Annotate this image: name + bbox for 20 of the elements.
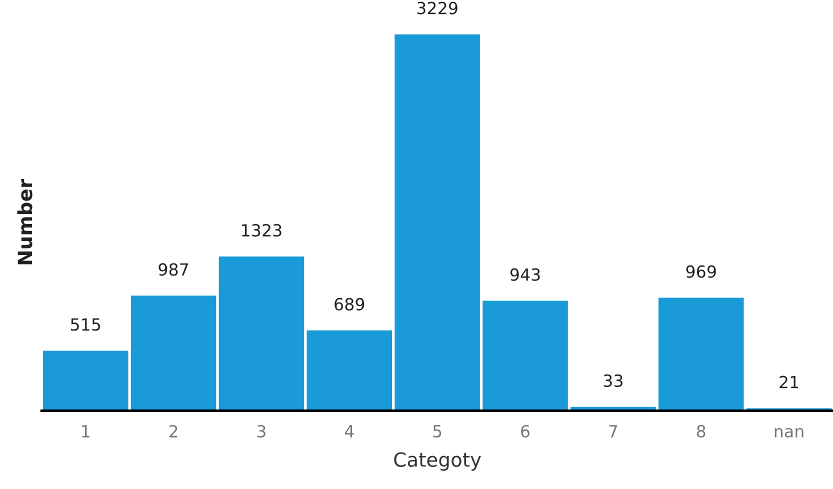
data-label: 3229 bbox=[417, 2, 458, 14]
data-label: 969 bbox=[686, 265, 716, 278]
data-label: 515 bbox=[70, 318, 100, 331]
data-label: 1323 bbox=[242, 224, 282, 237]
x-tick-label: 8 bbox=[696, 424, 706, 438]
x-tick-label: 7 bbox=[609, 425, 618, 438]
data-label: 21 bbox=[780, 376, 798, 388]
x-tick-label: 6 bbox=[521, 424, 530, 438]
x-tick-label: 5 bbox=[433, 425, 442, 438]
x-tick-label: 2 bbox=[169, 424, 178, 438]
x-axis-title: Categoty bbox=[394, 452, 481, 471]
x-tick-label: 4 bbox=[344, 425, 354, 438]
x-tick-label: 1 bbox=[82, 425, 90, 438]
data-label: 33 bbox=[604, 374, 622, 388]
x-tick-label: nan bbox=[774, 428, 804, 438]
data-label: 943 bbox=[510, 268, 540, 281]
x-tick-label: 3 bbox=[257, 424, 266, 438]
data-label: 987 bbox=[158, 263, 188, 276]
y-axis-title: Number bbox=[17, 179, 32, 264]
data-label: 689 bbox=[334, 298, 364, 311]
